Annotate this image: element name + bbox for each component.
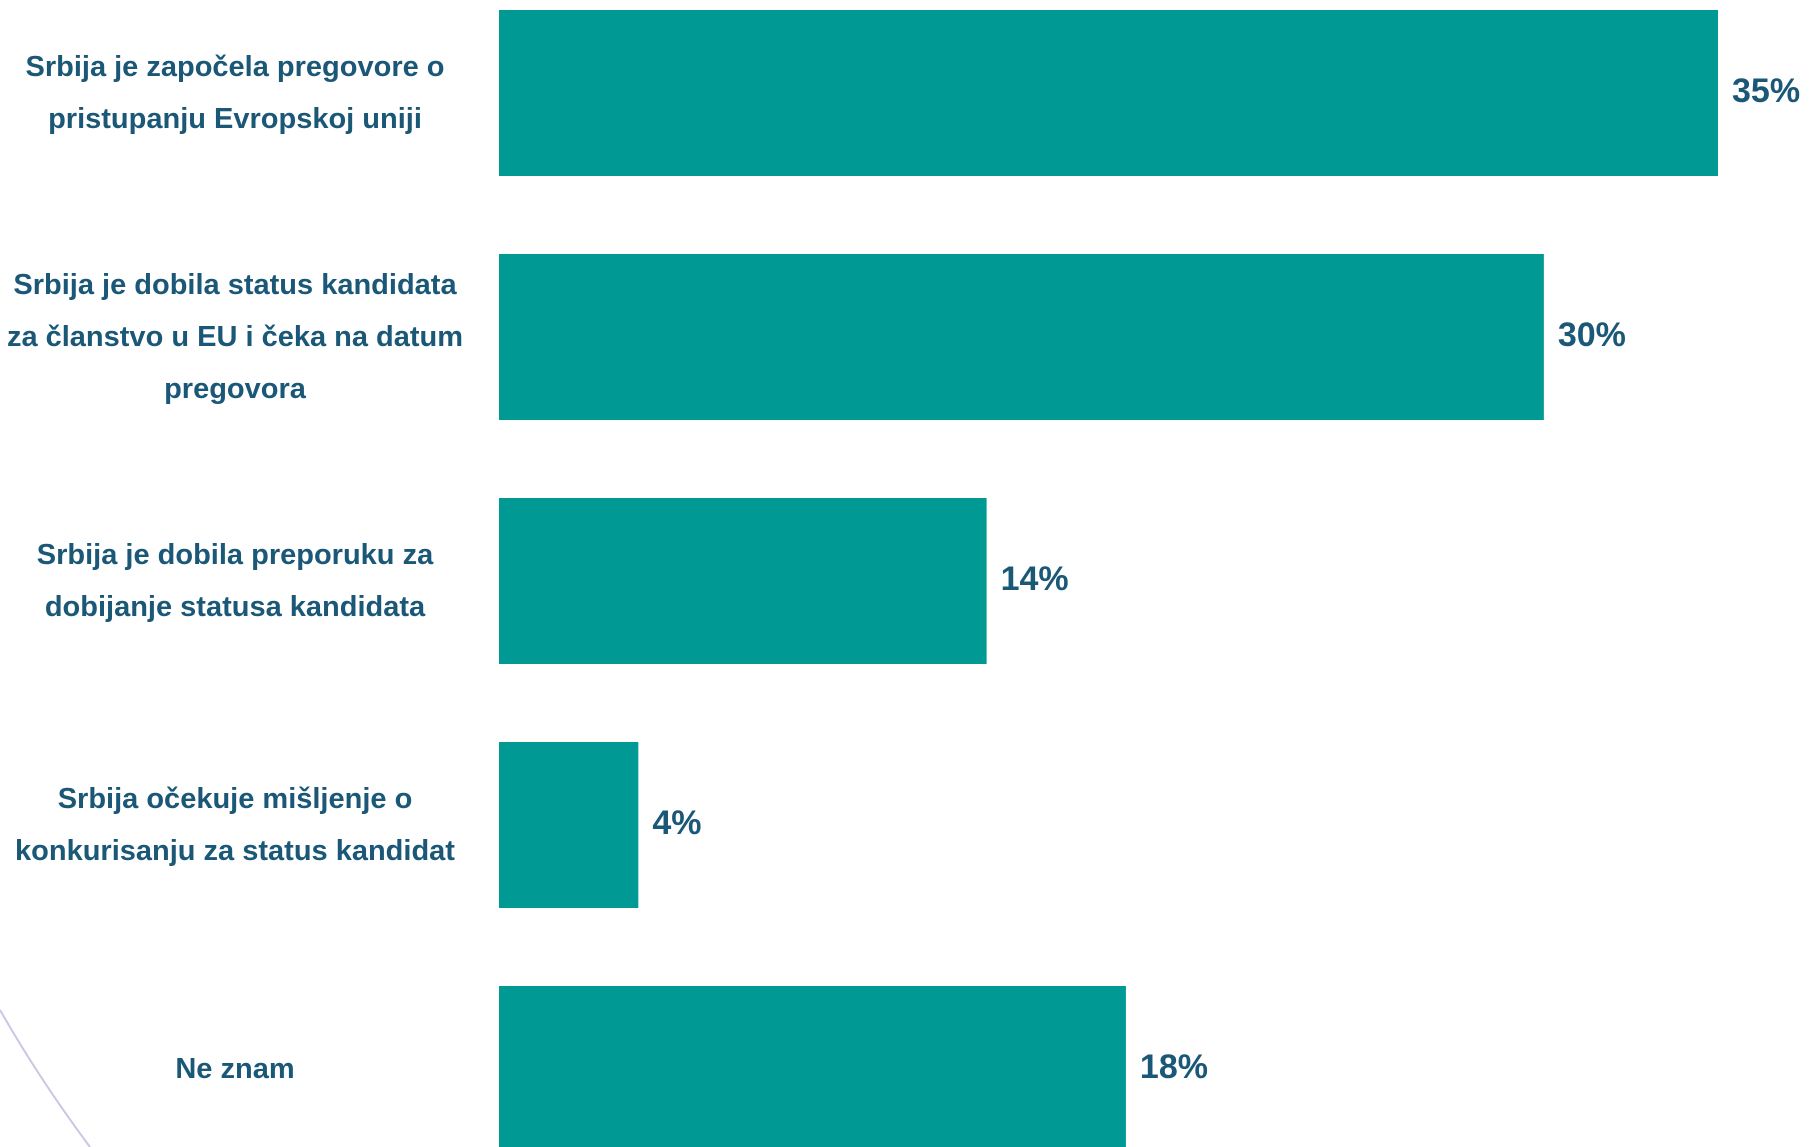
bar: [499, 498, 987, 664]
category-label: Ne znam: [175, 1053, 295, 1085]
category-label: Srbija je dobila status kandidata za čla…: [6, 269, 464, 405]
bar: [499, 10, 1718, 176]
value-label: 35%: [1732, 72, 1800, 110]
category-label: Srbija je započela pregovore o pristupan…: [25, 51, 445, 135]
value-label: 14%: [1001, 560, 1069, 598]
value-label: 4%: [652, 804, 701, 842]
value-label: 30%: [1558, 316, 1626, 354]
decorative-arc: [0, 1009, 91, 1147]
bar: [499, 742, 639, 908]
bar: [499, 986, 1126, 1147]
category-label: Srbija je dobila preporuku za dobijanje …: [36, 539, 434, 623]
bar: [499, 254, 1544, 420]
category-label: Srbija očekuje mišljenje o konkurisanju …: [15, 783, 455, 867]
value-label: 18%: [1140, 1048, 1208, 1086]
